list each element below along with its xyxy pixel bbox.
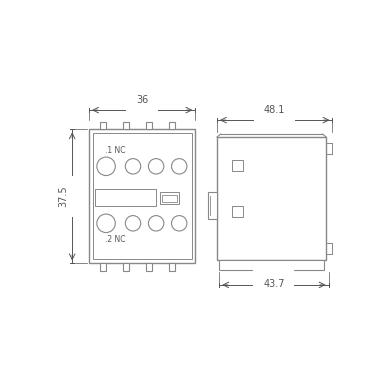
Bar (146, 263, 152, 271)
Circle shape (97, 214, 115, 233)
Bar (89, 129, 195, 263)
Text: 36: 36 (136, 95, 148, 105)
Circle shape (126, 216, 141, 231)
Circle shape (149, 159, 164, 174)
Bar (169, 122, 176, 129)
Bar (208, 192, 217, 219)
Circle shape (172, 159, 187, 174)
Bar (169, 263, 176, 271)
Bar (217, 137, 326, 260)
Bar (160, 192, 179, 204)
Bar (123, 263, 129, 271)
Bar (233, 160, 243, 171)
Circle shape (97, 157, 115, 176)
Bar (162, 195, 177, 202)
Text: 43.7: 43.7 (263, 279, 285, 289)
Bar (100, 263, 106, 271)
Circle shape (126, 159, 141, 174)
Bar (95, 189, 156, 206)
Bar (100, 122, 106, 129)
Text: .2 NC: .2 NC (105, 235, 125, 244)
Text: 48.1: 48.1 (264, 105, 285, 115)
Bar (233, 206, 243, 217)
Bar (93, 133, 192, 259)
Text: 37.5: 37.5 (59, 186, 69, 207)
Text: .1 NC: .1 NC (105, 146, 125, 155)
Bar (146, 122, 152, 129)
Bar (219, 260, 324, 269)
Circle shape (172, 216, 187, 231)
Bar (123, 122, 129, 129)
Circle shape (149, 216, 164, 231)
